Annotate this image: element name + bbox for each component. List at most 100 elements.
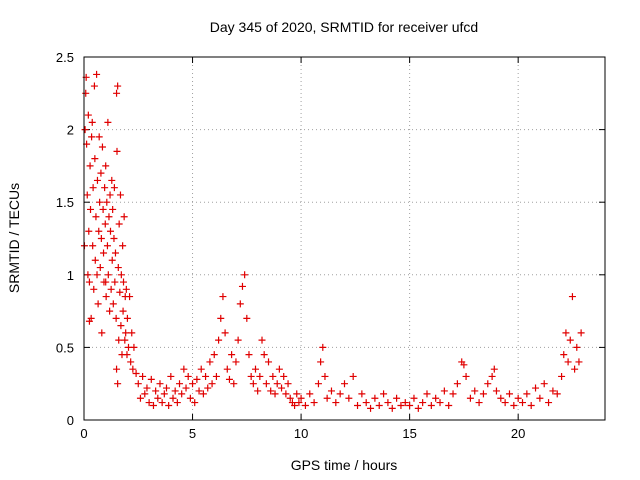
data-point	[571, 365, 579, 373]
data-point	[260, 351, 268, 359]
data-point	[90, 285, 98, 293]
data-point	[332, 399, 340, 407]
data-point	[206, 358, 214, 366]
data-point	[432, 394, 440, 402]
y-tick-label: 2	[67, 123, 74, 138]
chart-title: Day 345 of 2020, SRMTID for receiver ufc…	[210, 19, 478, 35]
data-point	[180, 365, 188, 373]
x-tick-label: 10	[294, 426, 308, 441]
data-point	[111, 278, 119, 286]
data-point	[89, 184, 97, 192]
data-point	[284, 380, 292, 388]
data-point	[115, 220, 123, 228]
data-point	[401, 399, 409, 407]
data-point	[88, 118, 96, 126]
data-point	[232, 358, 240, 366]
data-point	[358, 390, 366, 398]
data-point	[278, 384, 286, 392]
data-point	[158, 399, 166, 407]
data-point	[169, 394, 177, 402]
data-point	[545, 399, 553, 407]
data-point	[562, 329, 570, 337]
data-point	[540, 380, 548, 388]
data-point	[271, 390, 279, 398]
data-point	[136, 394, 144, 402]
data-point	[380, 390, 388, 398]
data-point	[102, 293, 110, 301]
data-point	[460, 361, 468, 369]
data-point	[527, 401, 535, 409]
data-point	[91, 155, 99, 163]
data-point	[568, 293, 576, 301]
data-point	[490, 365, 498, 373]
data-point	[354, 401, 362, 409]
data-point	[573, 343, 581, 351]
data-point	[523, 390, 531, 398]
data-point	[549, 387, 557, 395]
data-point	[449, 390, 457, 398]
data-point	[393, 394, 401, 402]
data-point	[152, 387, 160, 395]
data-point	[132, 370, 140, 378]
data-point	[564, 358, 572, 366]
data-point	[410, 394, 418, 402]
data-point	[501, 399, 509, 407]
data-point	[85, 227, 93, 235]
data-point	[91, 256, 99, 264]
data-point	[306, 390, 314, 398]
data-point	[293, 390, 301, 398]
data-point	[371, 394, 379, 402]
data-point	[327, 387, 335, 395]
data-point	[114, 380, 122, 388]
data-point	[176, 380, 184, 388]
data-point	[453, 380, 461, 388]
data-point	[440, 387, 448, 395]
data-point	[165, 401, 173, 409]
data-point	[156, 380, 164, 388]
x-tick-label: 15	[402, 426, 416, 441]
data-point	[471, 387, 479, 395]
data-point	[189, 380, 197, 388]
data-point	[102, 162, 110, 170]
data-point	[108, 176, 116, 184]
data-point	[349, 372, 357, 380]
data-point	[462, 372, 470, 380]
data-point	[129, 365, 137, 373]
data-point	[145, 399, 153, 407]
data-point	[117, 322, 125, 330]
data-point	[397, 401, 405, 409]
data-point	[123, 351, 131, 359]
data-point	[113, 89, 121, 97]
data-point	[114, 264, 122, 272]
data-point	[536, 394, 544, 402]
data-point	[85, 278, 93, 286]
data-point	[171, 387, 179, 395]
data-point	[234, 336, 242, 344]
data-point	[96, 264, 104, 272]
data-point	[475, 399, 483, 407]
data-point	[110, 235, 118, 242]
data-point	[273, 380, 281, 388]
data-point	[262, 380, 270, 388]
data-point	[310, 399, 318, 407]
data-point	[566, 336, 574, 344]
data-point	[212, 372, 220, 380]
data-point	[104, 271, 112, 279]
data-point	[108, 256, 116, 264]
data-point	[423, 390, 431, 398]
data-point	[167, 372, 175, 380]
data-point	[204, 384, 212, 392]
data-point	[297, 394, 305, 402]
data-point	[162, 384, 170, 392]
data-point	[488, 372, 496, 380]
data-point	[301, 401, 309, 409]
data-point	[98, 329, 106, 337]
data-point	[208, 380, 216, 388]
y-tick-label: 1.5	[56, 195, 74, 210]
data-point	[154, 394, 162, 402]
data-point	[245, 351, 253, 359]
data-point	[505, 390, 513, 398]
data-point	[345, 394, 353, 402]
